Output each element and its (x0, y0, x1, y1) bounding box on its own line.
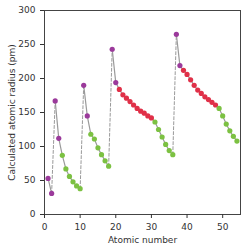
svg-text:Atomic number: Atomic number (108, 235, 178, 245)
svg-text:200: 200 (18, 73, 35, 83)
svg-text:0: 0 (42, 222, 48, 232)
svg-text:20: 20 (110, 222, 122, 232)
svg-text:10: 10 (74, 222, 86, 232)
svg-text:300: 300 (18, 5, 35, 15)
svg-text:50: 50 (24, 175, 36, 185)
svg-text:0: 0 (30, 209, 36, 219)
svg-text:50: 50 (217, 222, 229, 232)
svg-text:250: 250 (18, 39, 35, 49)
svg-text:30: 30 (146, 222, 158, 232)
svg-text:150: 150 (18, 107, 35, 117)
svg-text:100: 100 (18, 141, 35, 151)
svg-text:40: 40 (181, 222, 193, 232)
svg-text:Calculated atomic radius (pm): Calculated atomic radius (pm) (7, 44, 17, 180)
